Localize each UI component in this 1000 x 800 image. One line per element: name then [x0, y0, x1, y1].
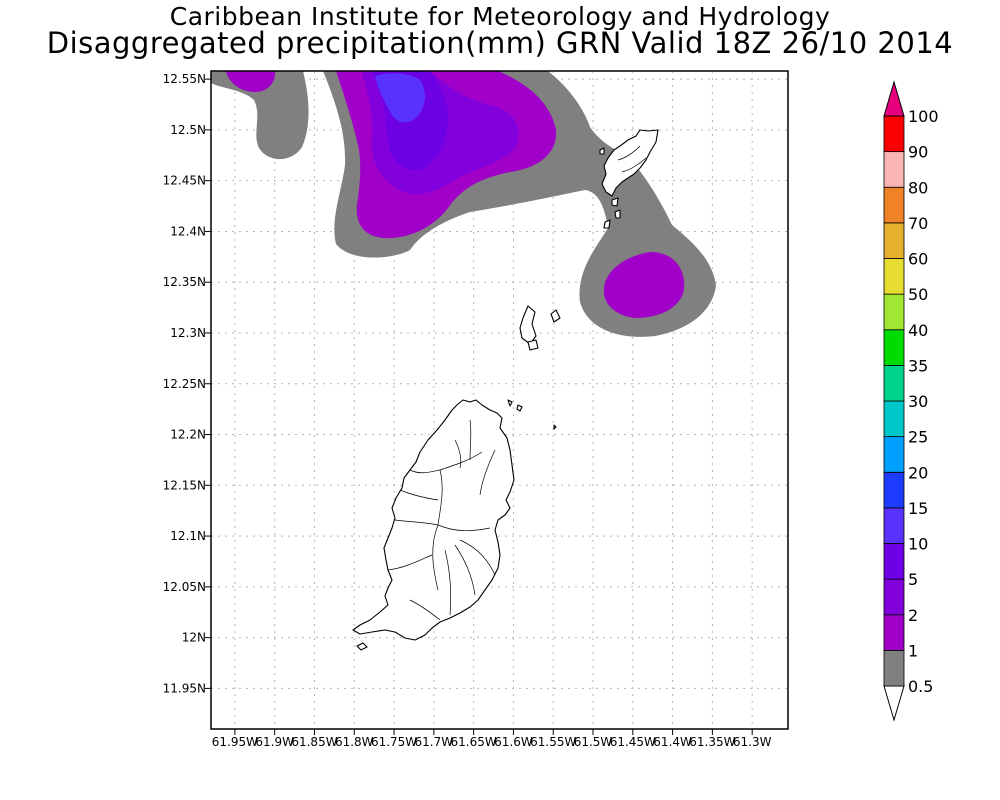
- colorbar-level-label: 15: [908, 499, 928, 518]
- colorbar-level-label: 2: [908, 606, 918, 625]
- latitude-tick-labels: 12.55N 12.5N 12.45N 12.4N 12.35N 12.3N 12.25N 1…: [163, 72, 211, 695]
- colorbar-box: [883, 578, 905, 616]
- colorbar-level-label: 5: [908, 570, 918, 589]
- map-title: Caribbean Institute for Meteorology and …: [169, 2, 831, 31]
- lat-tick-label: 12.15N: [163, 478, 206, 492]
- colorbar-level-label: 10: [908, 535, 928, 554]
- colorbar-over-triangle: [883, 80, 905, 117]
- lat-tick-label: 11.95N: [163, 681, 206, 695]
- lat-tick-label: 12N: [182, 631, 206, 645]
- colorbar-box: [883, 329, 905, 366]
- lat-tick-label: 12.3N: [170, 326, 206, 340]
- lon-tick-label: 61.6W: [494, 735, 533, 749]
- parish-boundaries: [387, 145, 647, 621]
- colorbar-level-label: 80: [908, 178, 928, 197]
- lat-tick-label: 12.05N: [163, 580, 206, 594]
- colorbar-level-label: 20: [908, 463, 928, 482]
- colorbar-level-label: 70: [908, 214, 928, 233]
- colorbar-level-label: 100: [908, 107, 939, 126]
- colorbar-box: [883, 364, 905, 402]
- lon-tick-label: 61.4W: [653, 735, 692, 749]
- colorbar-box: [883, 222, 905, 259]
- colorbar-box: [883, 151, 905, 188]
- lat-tick-label: 12.5N: [170, 123, 206, 137]
- colorbar-box: [883, 436, 905, 473]
- colorbar-level-label: 90: [908, 143, 928, 162]
- colorbar-box: [883, 507, 905, 544]
- colorbar-level-label: 1: [908, 641, 918, 660]
- colorbar-box: [883, 614, 905, 651]
- colorbar-box: [883, 471, 905, 509]
- lon-tick-label: 61.55W: [530, 735, 576, 749]
- colorbar-level-label: 35: [908, 356, 928, 375]
- colorbar-level-label: 60: [908, 250, 928, 269]
- lat-tick-label: 12.1N: [170, 529, 206, 543]
- colorbar-level-label: 0.5: [908, 677, 933, 696]
- lon-tick-label: 61.45W: [610, 735, 656, 749]
- precip-contours: [211, 71, 716, 337]
- grenada-coastline: [352, 129, 659, 651]
- plot-frame: [210, 70, 789, 730]
- lon-tick-label: 61.85W: [291, 735, 337, 749]
- lon-tick-label: 61.3W: [733, 735, 772, 749]
- colorbar-box: [883, 293, 905, 331]
- longitude-tick-labels: 61.95W61.9W61.85W61.8W61.75W61.7W61.65W6…: [212, 729, 772, 749]
- map-grid: [211, 71, 788, 729]
- lat-tick-label: 12.2N: [170, 428, 206, 442]
- colorbar-level-label: 25: [908, 428, 928, 447]
- colorbar-under-triangle: [883, 685, 905, 722]
- colorbar-box: [883, 115, 905, 153]
- colorbar-level-label: 30: [908, 392, 928, 411]
- lat-tick-label: 12.4N: [170, 224, 206, 238]
- colorbar-box: [883, 400, 905, 438]
- lon-tick-label: 61.5W: [574, 735, 613, 749]
- map-subtitle: Disaggregated precipitation(mm) GRN Vali…: [46, 26, 954, 60]
- lon-tick-label: 61.65W: [451, 735, 497, 749]
- colorbar-level-label: 40: [908, 321, 928, 340]
- lon-tick-label: 61.8W: [335, 735, 374, 749]
- lon-tick-label: 61.75W: [371, 735, 417, 749]
- colorbar-box: [883, 649, 905, 687]
- lon-tick-label: 61.9W: [255, 735, 294, 749]
- colorbar-box: [883, 258, 905, 295]
- lat-tick-label: 12.55N: [163, 72, 206, 86]
- colorbar-box: [883, 186, 905, 224]
- precip-band-10mm: [375, 73, 425, 123]
- lat-tick-label: 12.35N: [163, 275, 206, 289]
- lon-tick-label: 61.95W: [212, 735, 258, 749]
- lon-tick-label: 61.7W: [415, 735, 454, 749]
- colorbar-level-label: 50: [908, 285, 928, 304]
- lon-tick-label: 61.35W: [689, 735, 735, 749]
- lat-tick-label: 12.45N: [163, 174, 206, 188]
- lat-tick-label: 12.25N: [163, 377, 206, 391]
- colorbar-box: [883, 543, 905, 580]
